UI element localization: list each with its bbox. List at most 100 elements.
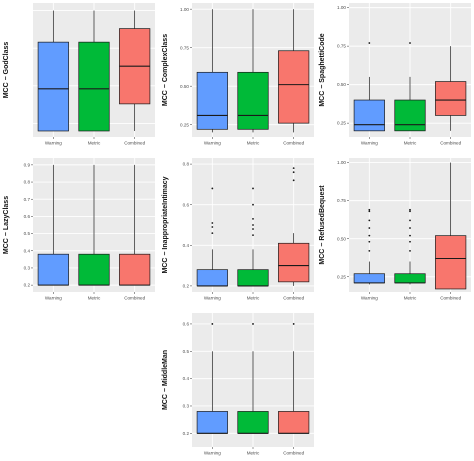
- box-metric: [237, 411, 269, 434]
- outlier-point: [252, 228, 254, 230]
- outlier-point: [368, 240, 371, 243]
- y-tick-label: 0.50: [180, 84, 189, 89]
- outlier-point: [409, 208, 411, 211]
- y-tick-label: 0.5: [24, 231, 31, 236]
- boxplot-complexclass: 1.00 0.75 0.50 0.25 Warning Metric Combined MCC…: [159, 0, 317, 150]
- y-tick-label: 0.8: [183, 162, 190, 167]
- boxplot-godclass: Warning Metric Combined MCC − GodClass: [0, 0, 158, 150]
- outlier-point: [368, 208, 371, 211]
- outlier-point: [292, 323, 295, 325]
- box-metric: [78, 253, 110, 286]
- outlier-point: [409, 234, 411, 237]
- outlier-point: [368, 234, 371, 237]
- box-metric: [394, 99, 426, 132]
- x-tick-label: Metric: [247, 141, 260, 146]
- boxplot-lazyclass: 0.9 0.8 0.7 0.6 0.5 0.4 0.3 0.2 Warning Metric Com…: [0, 155, 158, 305]
- outlier-point: [211, 232, 214, 235]
- chart-svg: 1.00 0.75 0.50 0.25 Warning Metric Combined MCC…: [319, 3, 471, 146]
- y-tick-label: 0.7: [24, 197, 31, 202]
- outlier-point: [252, 203, 254, 206]
- outlier-point: [292, 171, 295, 174]
- x-tick-label: Warning: [204, 296, 221, 301]
- outlier-point: [211, 222, 214, 224]
- y-tick-label: 0.4: [183, 243, 190, 248]
- x-tick-label: Combined: [283, 451, 304, 456]
- y-tick-label: 1.00: [180, 7, 189, 12]
- outlier-point: [409, 227, 411, 229]
- x-tick-label: Metric: [247, 451, 260, 456]
- y-axis-title: MCC − RefusedBequest: [319, 185, 326, 265]
- x-tick-label: Warning: [204, 141, 221, 146]
- boxplot-middleman: 0.6 0.5 0.4 0.3 0.2 Warning Metric Combined MCC …: [159, 310, 317, 460]
- y-tick-label: 0.9: [24, 162, 31, 167]
- boxplot-inappropriateintimacy: 0.8 0.6 0.4 0.2 Warning Metric Combined MCC − I…: [159, 155, 317, 305]
- box-warning: [37, 253, 69, 286]
- x-tick-label: Metric: [404, 296, 417, 301]
- box-metric: [394, 273, 426, 284]
- y-tick-label: 0.6: [183, 202, 190, 207]
- boxplot-refusedbequest: 1.00 0.75 0.50 0.25 Warning Metric Combined MCC…: [316, 155, 474, 305]
- y-tick-label: 0.25: [180, 122, 189, 127]
- box-warning: [353, 273, 385, 284]
- y-tick-label: 0.2: [183, 431, 190, 436]
- outlier-point: [368, 210, 371, 213]
- outlier-point: [409, 219, 411, 222]
- outlier-point: [368, 227, 371, 229]
- y-tick-label: 0.6: [24, 214, 31, 219]
- y-tick-label: 0.50: [337, 82, 346, 87]
- box-combined: [119, 253, 151, 286]
- x-tick-label: Metric: [88, 296, 101, 301]
- outlier-point: [368, 42, 371, 44]
- y-tick-label: 0.75: [337, 44, 346, 49]
- y-tick-label: 0.2: [183, 284, 190, 289]
- x-tick-label: Combined: [283, 141, 304, 146]
- outlier-point: [409, 210, 411, 213]
- y-tick-label: 0.5: [183, 349, 190, 354]
- outlier-point: [409, 240, 411, 243]
- box-warning: [196, 71, 228, 130]
- chart-svg: 0.8 0.6 0.4 0.2 Warning Metric Combined MCC − I…: [162, 158, 314, 301]
- y-tick-label: 1.00: [337, 5, 346, 10]
- y-tick-label: 0.6: [183, 322, 190, 327]
- x-tick-label: Combined: [124, 141, 145, 146]
- chart-svg: Warning Metric Combined MCC − GodClass: [3, 3, 155, 146]
- y-axis-title: MCC − ComplexClass: [162, 34, 169, 106]
- y-axis-title: MCC − MiddleMan: [162, 350, 169, 410]
- y-axis-title: MCC − LazyClass: [3, 196, 10, 254]
- box-combined: [435, 81, 467, 116]
- box-warning: [196, 411, 228, 434]
- box-combined: [278, 411, 310, 434]
- boxplot-spaghetticode: 1.00 0.75 0.50 0.25 Warning Metric Combined MCC…: [316, 0, 474, 150]
- outlier-point: [368, 219, 371, 222]
- outlier-point: [292, 179, 295, 182]
- x-tick-label: Warning: [45, 296, 62, 301]
- y-tick-label: 0.25: [337, 274, 346, 279]
- chart-svg: 1.00 0.75 0.50 0.25 Warning Metric Combined MCC…: [319, 158, 471, 301]
- x-tick-label: Warning: [45, 141, 62, 146]
- outlier-point: [252, 323, 254, 325]
- x-tick-label: Combined: [440, 296, 461, 301]
- x-tick-label: Warning: [361, 141, 378, 146]
- outlier-point: [211, 226, 214, 228]
- y-tick-label: 0.25: [337, 121, 346, 126]
- x-tick-label: Warning: [361, 296, 378, 301]
- y-axis-title: MCC − InappropriateIntimacy: [162, 176, 169, 273]
- box-metric: [237, 269, 269, 287]
- outlier-point: [368, 249, 371, 252]
- y-tick-label: 1.00: [337, 160, 346, 165]
- box-warning: [353, 99, 385, 132]
- outlier-point: [409, 42, 411, 44]
- y-axis-title: MCC − GodClass: [3, 42, 10, 99]
- chart-svg: 0.9 0.8 0.7 0.6 0.5 0.4 0.3 0.2 Warning Metric Com…: [3, 158, 155, 301]
- box-combined: [278, 50, 310, 124]
- x-tick-label: Warning: [204, 451, 221, 456]
- box-metric: [237, 71, 269, 130]
- x-tick-label: Combined: [124, 296, 145, 301]
- outlier-point: [409, 249, 411, 252]
- chart-svg: 0.6 0.5 0.4 0.3 0.2 Warning Metric Combined MCC …: [162, 313, 314, 456]
- box-combined: [278, 242, 310, 283]
- outlier-point: [292, 167, 295, 170]
- box-combined: [435, 235, 467, 290]
- outlier-point: [252, 234, 254, 237]
- y-tick-label: 0.4: [24, 248, 31, 253]
